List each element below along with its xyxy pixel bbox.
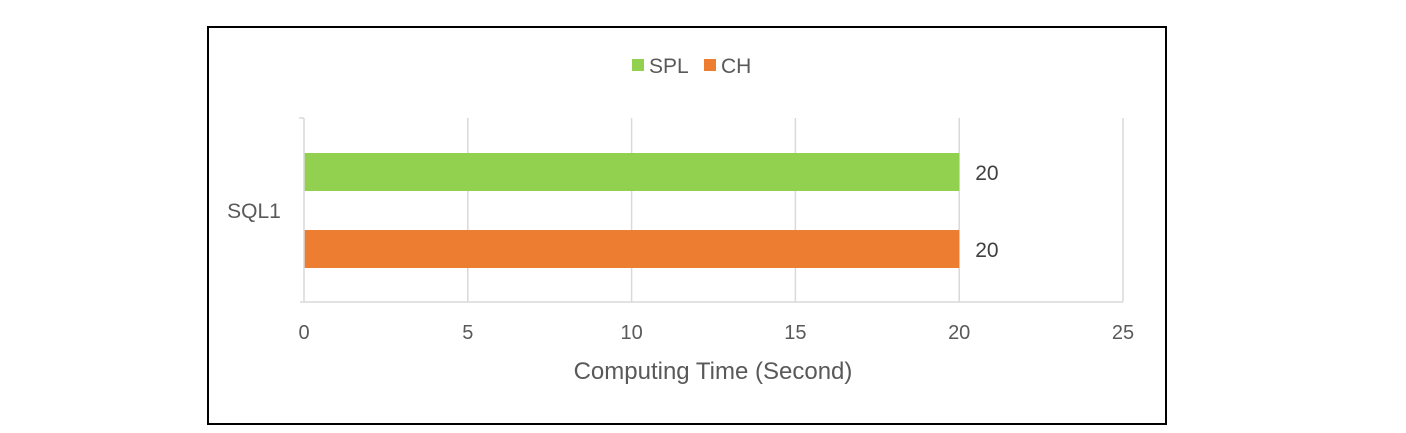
data-label-spl-sql1: 20: [975, 162, 998, 185]
x-axis-title: Computing Time (Second): [574, 358, 853, 385]
chart-frame: 20 20 0 5 10 15 20 25 SPL CH SQL1 Computing Ti…: [207, 26, 1167, 425]
data-label-ch-sql1: 20: [975, 239, 998, 262]
x-tick-label-0: 0: [298, 322, 309, 344]
legend-swatch-spl: [632, 59, 644, 71]
bar-ch-sql1: [304, 230, 960, 268]
legend: SPL CH: [632, 55, 751, 78]
x-tick-label-20: 20: [948, 322, 970, 344]
category-label-sql1: SQL1: [227, 200, 281, 223]
legend-label-ch: CH: [721, 55, 751, 78]
axes: 0 5 10 15 20 25: [298, 117, 1134, 344]
x-tick-label-10: 10: [620, 322, 642, 344]
legend-label-spl: SPL: [649, 55, 689, 78]
x-tick-label-15: 15: [784, 322, 806, 344]
legend-swatch-ch: [704, 59, 716, 71]
x-tick-label-25: 25: [1112, 322, 1134, 344]
gridlines: [467, 118, 1124, 302]
x-tick-label-5: 5: [462, 322, 473, 344]
bar-spl-sql1: [304, 153, 960, 191]
